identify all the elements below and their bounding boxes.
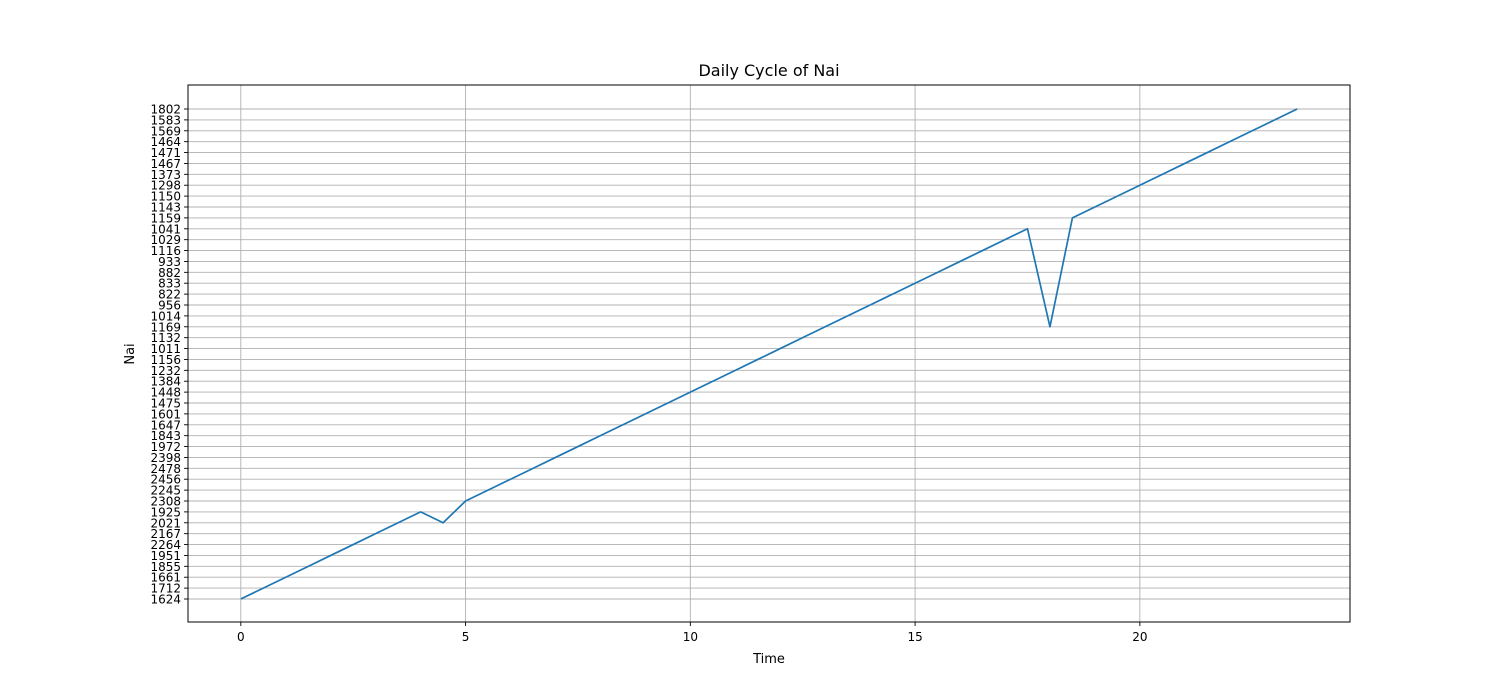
- y-tick-label: 1624: [150, 593, 181, 607]
- y-tick-label: 1116: [150, 244, 181, 258]
- y-tick-label: 2167: [150, 527, 181, 541]
- y-tick-label: 833: [158, 277, 181, 291]
- y-tick-label: 1712: [150, 582, 181, 596]
- y-tick-label: 1029: [150, 233, 181, 247]
- y-tick-label: 1143: [150, 201, 181, 215]
- y-tick-label: 1014: [150, 309, 181, 323]
- y-tick-label: 1159: [150, 211, 181, 225]
- chart-title: Daily Cycle of Nai: [698, 61, 839, 80]
- series-layer: [240, 108, 1298, 600]
- y-tick-label: 2245: [150, 484, 181, 498]
- y-tick-label: 1843: [150, 429, 181, 443]
- y-tick-label: 1802: [150, 103, 181, 117]
- y-tick-label: 1925: [150, 505, 181, 519]
- y-tick-label: 2021: [150, 516, 181, 530]
- x-tick-label: 5: [462, 630, 470, 644]
- y-tick-label: 1232: [150, 364, 181, 378]
- y-tick-label: 1384: [150, 375, 181, 389]
- y-tick-label: 882: [158, 266, 181, 280]
- y-tick-label: 1647: [150, 418, 181, 432]
- y-tick-label: 1467: [150, 157, 181, 171]
- y-tick-label: 1855: [150, 560, 181, 574]
- axes-layer: [187, 84, 1351, 623]
- y-tick-label: 1169: [150, 320, 181, 334]
- y-tick-label: 1569: [150, 124, 181, 138]
- y-tick-label: 956: [158, 299, 181, 313]
- y-tick-label: 933: [158, 255, 181, 269]
- y-tick-label: 2456: [150, 473, 181, 487]
- y-tick-label: 1011: [150, 342, 181, 356]
- x-tick-label: 10: [683, 630, 698, 644]
- ticks-layer: 0 5 10 15 20 16241712166118551951226421672021…: [150, 103, 1147, 645]
- y-tick-label: 1661: [150, 571, 181, 585]
- x-tick-label: 20: [1132, 630, 1147, 644]
- y-tick-label: 1972: [150, 440, 181, 454]
- y-tick-label: 2308: [150, 495, 181, 509]
- y-tick-label: 1150: [150, 190, 181, 204]
- x-tick-label: 0: [237, 630, 245, 644]
- y-tick-label: 2398: [150, 451, 181, 465]
- y-tick-label: 2478: [150, 462, 181, 476]
- plot-frame: [187, 84, 1351, 623]
- y-tick-label: 1601: [150, 407, 181, 421]
- y-tick-label: 1475: [150, 397, 181, 411]
- y-tick-label: 1471: [150, 146, 181, 160]
- x-axis-label: Time: [752, 652, 785, 667]
- y-axis-label: Nai: [123, 343, 138, 364]
- x-tick-label: 15: [907, 630, 922, 644]
- y-tick-label: 1951: [150, 549, 181, 563]
- grid-layer: [188, 85, 1350, 622]
- series-line: [240, 108, 1298, 600]
- y-tick-label: 2264: [150, 538, 181, 552]
- y-tick-label: 1464: [150, 135, 181, 149]
- y-tick-label: 1132: [150, 331, 181, 345]
- y-tick-label: 1298: [150, 179, 181, 193]
- y-tick-label: 1373: [150, 168, 181, 182]
- y-tick-label: 1156: [150, 353, 181, 367]
- y-tick-label: 1041: [150, 222, 181, 236]
- y-tick-label: 1448: [150, 386, 181, 400]
- y-tick-label: 1583: [150, 113, 181, 127]
- y-tick-label: 822: [158, 288, 181, 302]
